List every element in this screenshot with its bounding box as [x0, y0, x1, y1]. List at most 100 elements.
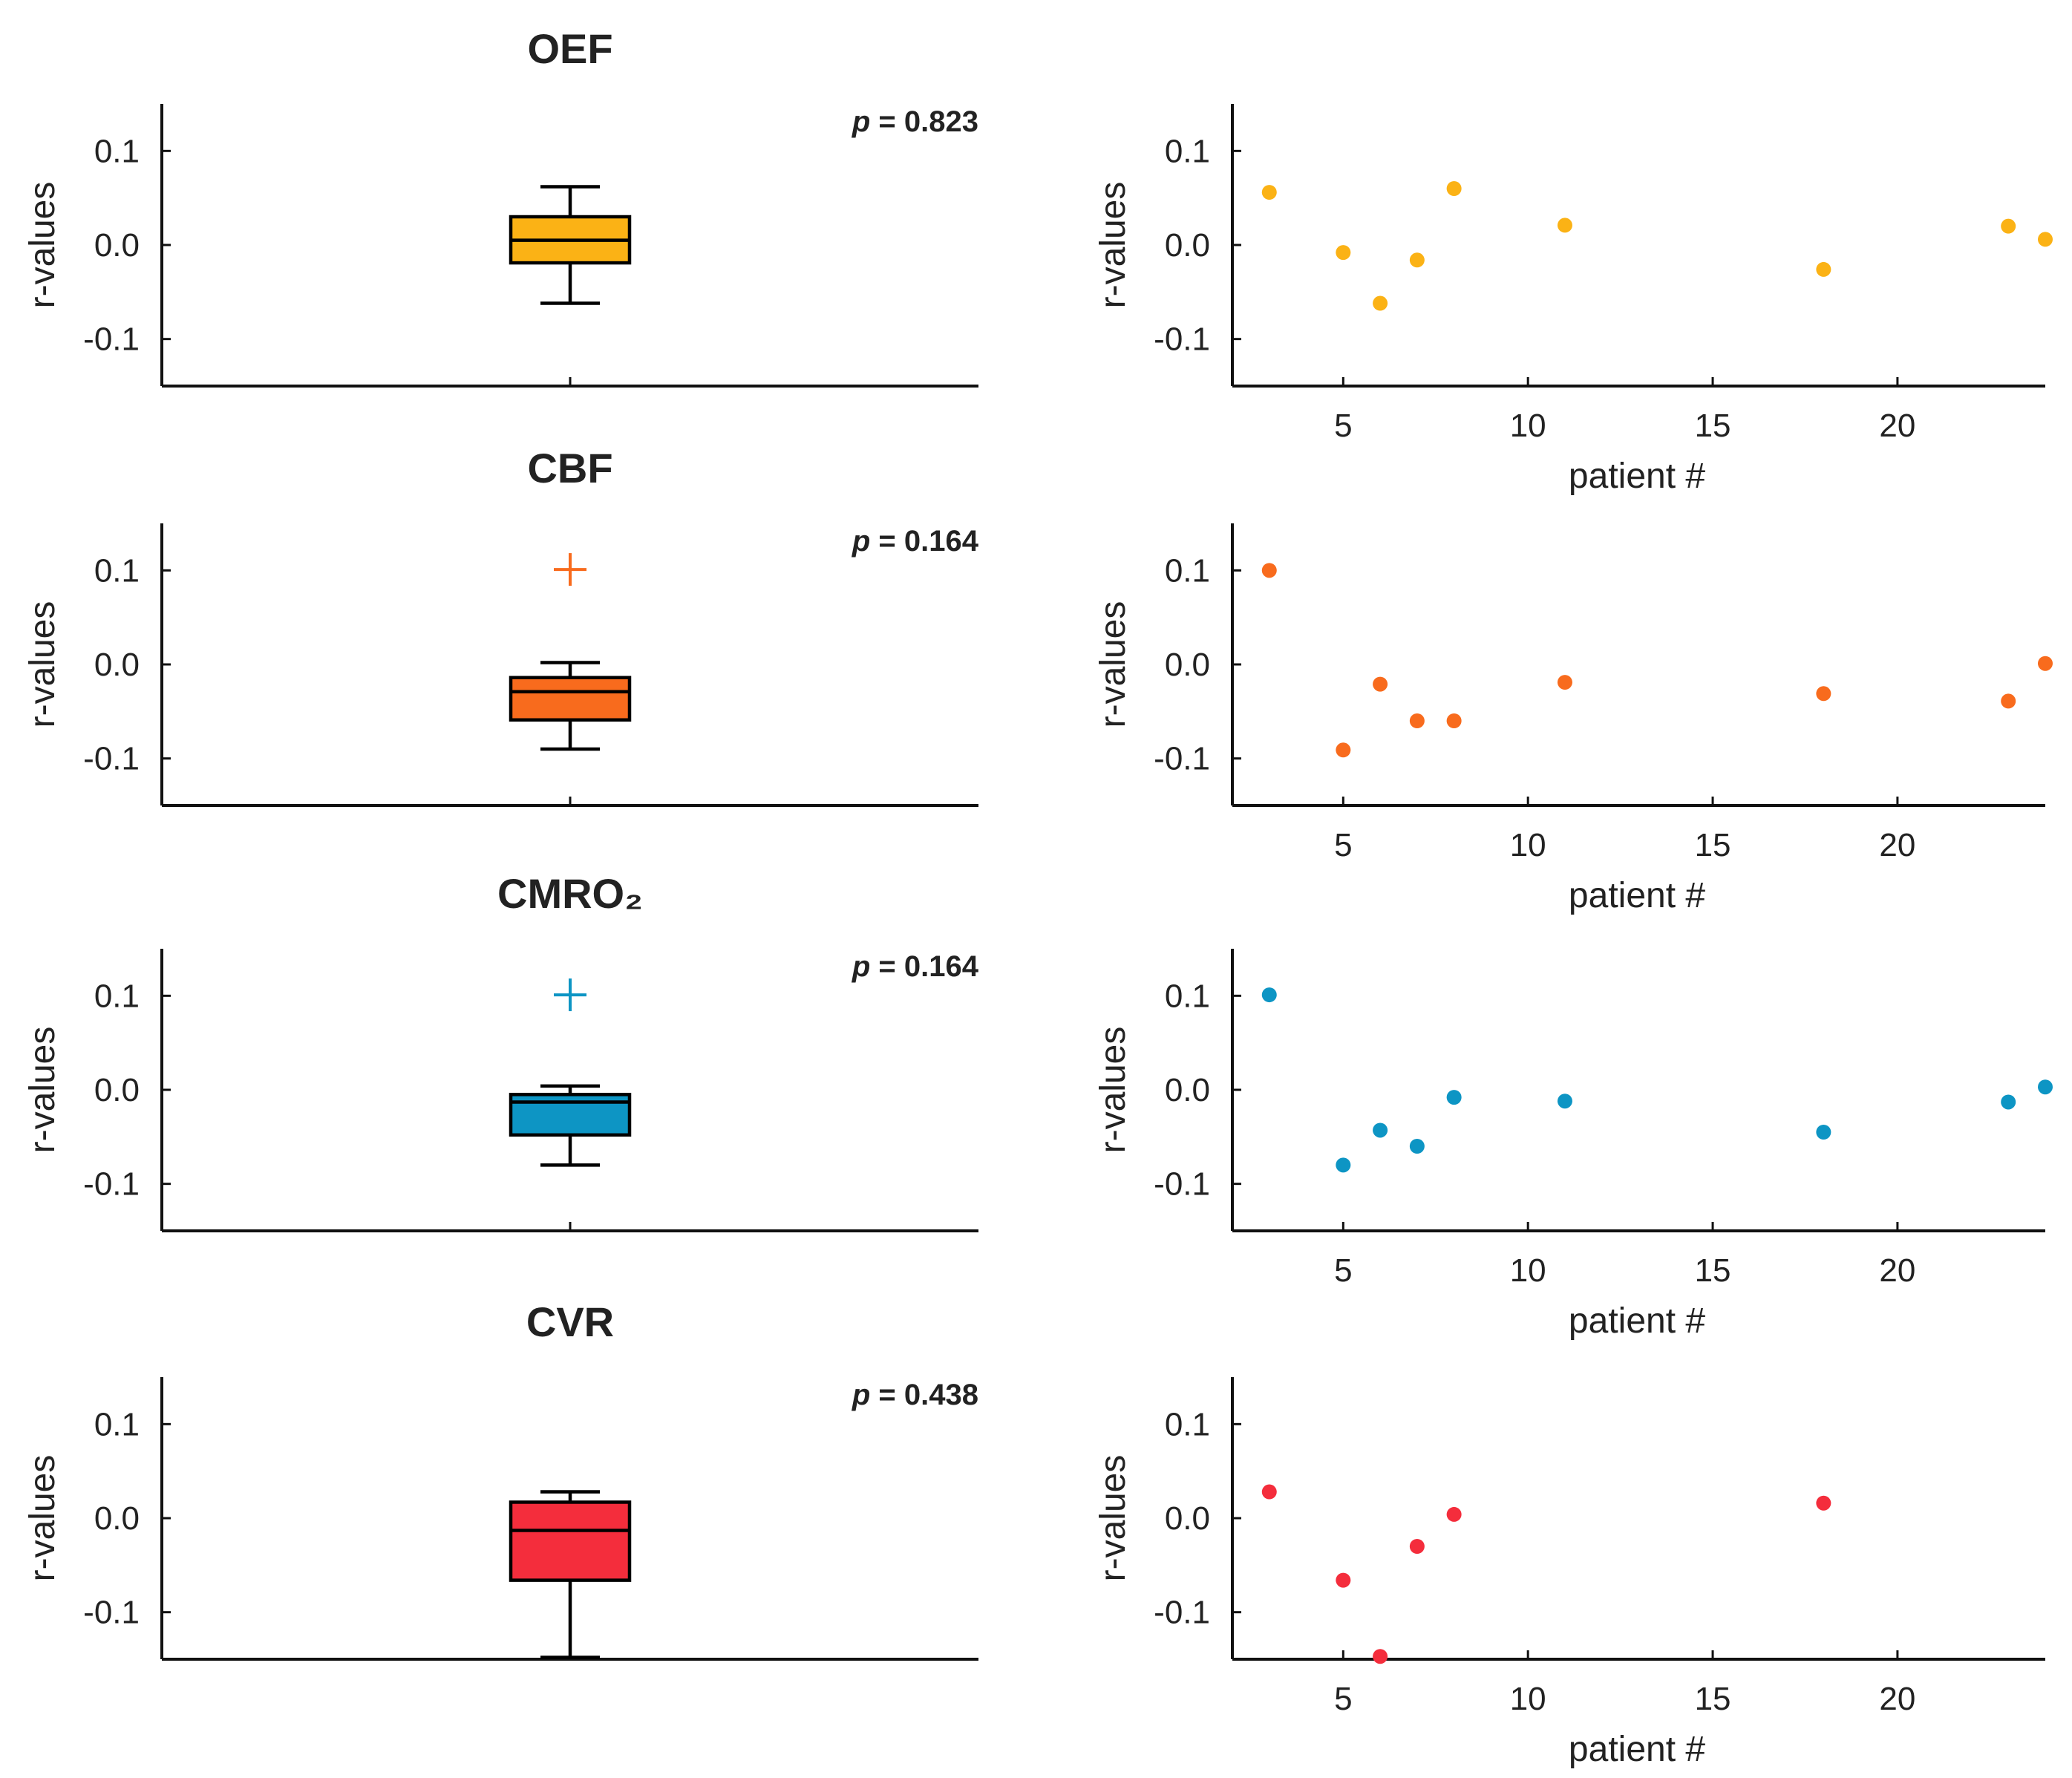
- x-tick-label: 5: [1334, 1681, 1352, 1717]
- x-tick-label: 15: [1695, 408, 1731, 444]
- p-value-text: p = 0.164: [852, 525, 979, 558]
- data-point: [1409, 1139, 1425, 1154]
- box-panel-1: OEF 0.1 0.0 -0.1 r-values p = 0.823: [23, 25, 978, 388]
- y-tick-label: -0.1: [83, 741, 140, 777]
- data-point: [1557, 1094, 1572, 1109]
- y-axis-label: r-values: [23, 1455, 62, 1582]
- y-axis-label: r-values: [23, 601, 62, 728]
- y-tick-label: 0.0: [1165, 1072, 1210, 1108]
- panel-title: OEF: [527, 25, 612, 72]
- data-point: [2001, 218, 2016, 234]
- y-axis-label: r-values: [1094, 1455, 1133, 1582]
- x-tick-label: 10: [1510, 408, 1546, 444]
- y-tick-label: 0.0: [94, 1500, 140, 1537]
- x-axis-label: patient #: [1569, 457, 1705, 496]
- scatter-panel-4: 0.1 0.0 -0.1 r-values 5 10 15 20 patient #: [1094, 1377, 2045, 1769]
- data-point: [1336, 1572, 1351, 1588]
- box-panel-4: CVR 0.1 0.0 -0.1 r-values p = 0.438: [23, 1298, 978, 1661]
- x-tick-label: 20: [1879, 1252, 1915, 1289]
- x-tick-label: 20: [1879, 408, 1915, 444]
- data-point: [1373, 676, 1388, 692]
- y-tick-label: 0.0: [1165, 227, 1210, 264]
- p-value-number: = 0.164: [870, 950, 978, 983]
- iqr-box: [509, 1500, 632, 1582]
- y-axis-label: r-values: [23, 1027, 62, 1154]
- x-axis-label: patient #: [1569, 1301, 1705, 1341]
- p-value-text: p = 0.823: [852, 105, 978, 138]
- panel-title: CBF: [527, 445, 612, 491]
- data-point: [1261, 563, 1277, 578]
- iqr-box: [509, 676, 632, 722]
- scatter-panel-3: 0.1 0.0 -0.1 r-values 5 10 15 20 patient #: [1094, 949, 2053, 1341]
- y-tick-label: 0.1: [1165, 552, 1210, 589]
- data-point: [2038, 1079, 2053, 1095]
- data-point: [1446, 1090, 1462, 1105]
- x-tick-label: 5: [1334, 1252, 1352, 1289]
- y-tick-label: 0.0: [94, 1072, 140, 1108]
- p-value-number: = 0.823: [870, 105, 978, 138]
- data-point: [1557, 675, 1572, 690]
- y-tick-label: -0.1: [83, 1595, 140, 1631]
- data-point: [1446, 1506, 1462, 1522]
- y-tick-label: 0.0: [1165, 1500, 1210, 1537]
- y-tick-label: 0.1: [94, 978, 140, 1014]
- data-point: [2038, 656, 2053, 671]
- box-panel-3: CMRO₂ 0.1 0.0 -0.1 r-values p = 0.164: [23, 870, 979, 1232]
- data-point: [1336, 245, 1351, 261]
- x-tick-label: 20: [1879, 827, 1915, 863]
- x-axis-label: patient #: [1569, 876, 1705, 915]
- box-panel-2: CBF 0.1 0.0 -0.1 r-values p = 0.164: [23, 445, 979, 807]
- data-point: [2001, 693, 2016, 709]
- data-point: [1261, 987, 1277, 1003]
- data-point: [1336, 1157, 1351, 1173]
- y-tick-label: -0.1: [1154, 1166, 1210, 1203]
- y-tick-label: 0.1: [1165, 1406, 1210, 1442]
- x-tick-label: 10: [1510, 1681, 1546, 1717]
- data-point: [1557, 218, 1572, 233]
- p-value-text: p = 0.164: [852, 950, 979, 983]
- y-tick-label: 0.1: [94, 1406, 140, 1442]
- y-tick-label: 0.0: [1165, 647, 1210, 683]
- p-value-number: = 0.438: [870, 1379, 978, 1411]
- data-point: [1816, 1125, 1831, 1140]
- x-tick-label: 5: [1334, 408, 1352, 444]
- x-tick-label: 15: [1695, 827, 1731, 863]
- y-tick-label: 0.1: [1165, 978, 1210, 1014]
- data-point: [1816, 261, 1831, 277]
- y-axis-label: r-values: [1094, 182, 1133, 309]
- x-axis-label: patient #: [1569, 1730, 1705, 1769]
- p-value-number: = 0.164: [870, 525, 978, 558]
- p-value-text: p = 0.438: [852, 1379, 978, 1411]
- data-point: [1261, 1484, 1277, 1500]
- scatter-panel-2: 0.1 0.0 -0.1 r-values 5 10 15 20 patient #: [1094, 523, 2053, 915]
- y-tick-label: -0.1: [1154, 741, 1210, 777]
- data-point: [2001, 1094, 2016, 1110]
- panel-title: CMRO₂: [497, 870, 643, 917]
- y-tick-label: 0.0: [94, 227, 140, 264]
- panel-title: CVR: [526, 1298, 614, 1345]
- data-point: [1409, 1539, 1425, 1554]
- data-point: [1336, 742, 1351, 758]
- p-value-symbol: p: [852, 950, 870, 983]
- data-point: [1373, 295, 1388, 311]
- data-point: [1373, 1122, 1388, 1138]
- data-point: [1816, 1495, 1831, 1511]
- y-axis-label: r-values: [23, 182, 62, 309]
- data-point: [1409, 252, 1425, 268]
- y-tick-label: -0.1: [83, 1166, 140, 1203]
- scatter-panel-1: 0.1 0.0 -0.1 r-values 5 10 15 20 patient #: [1094, 104, 2053, 496]
- outlier-marker: [554, 553, 586, 586]
- data-point: [1446, 713, 1462, 728]
- x-tick-label: 15: [1695, 1681, 1731, 1717]
- outlier-marker: [554, 978, 586, 1012]
- p-value-symbol: p: [852, 105, 870, 138]
- data-point: [1816, 686, 1831, 702]
- data-point: [2038, 232, 2053, 247]
- x-tick-label: 10: [1510, 1252, 1546, 1289]
- p-value-symbol: p: [852, 525, 870, 558]
- y-tick-label: 0.1: [94, 133, 140, 169]
- x-tick-label: 20: [1879, 1681, 1915, 1717]
- x-tick-label: 15: [1695, 1252, 1731, 1289]
- data-point: [1261, 185, 1277, 200]
